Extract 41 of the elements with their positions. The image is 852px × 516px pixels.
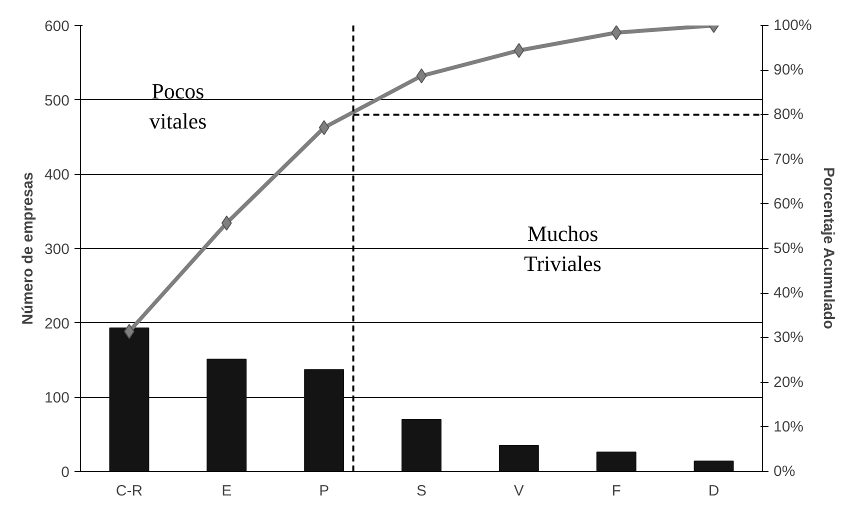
annotation: Muchos Triviales [524,221,602,276]
y2-tick-label: 80% [774,106,804,124]
point [416,68,427,84]
y-tick-label: 500 [44,92,70,110]
y-tick-label: 100 [44,390,70,407]
y2-tick-label: 90% [774,62,804,79]
point [514,42,524,58]
x-tick-label: V [514,482,524,500]
x-tick-label: P [319,482,330,500]
x-tick-label: S [416,482,427,500]
y2-tick-label: 50% [774,240,804,257]
y-tick-label: 300 [44,241,70,258]
x-tick-label: F [612,482,621,500]
x-tick-label: C-R [116,482,143,500]
y2-tick-label: 70% [774,150,804,168]
y2-tick-label: 100% [774,17,812,34]
bar [304,369,344,472]
point [318,120,330,136]
bar [498,444,539,472]
bar [596,452,636,472]
y-axis-title: Número de empresas [19,172,36,325]
x-tick-label: E [222,482,232,500]
y2-tick-label: 10% [774,418,804,436]
bar [694,460,734,472]
y2-axis-title: Porcentaje Acumulado [820,167,837,330]
y-tick-label: 200 [44,315,70,332]
bar [109,328,150,472]
y-tick-label: 400 [44,166,70,184]
x-tick-label: D [708,482,720,500]
y2-tick-label: 30% [774,329,804,346]
y-tick-label: 600 [44,18,70,35]
y2-tick-label: 40% [774,284,804,302]
annotation: Pocos vitales [149,78,207,134]
point [611,26,622,40]
y2-tick-label: 60% [774,195,804,212]
y2-tick-label: 0% [774,463,796,480]
point [221,216,232,231]
y2-tick-label: 20% [774,374,804,391]
y-tick-label: 0 [61,464,70,481]
bar [402,418,442,472]
bar [206,358,247,472]
